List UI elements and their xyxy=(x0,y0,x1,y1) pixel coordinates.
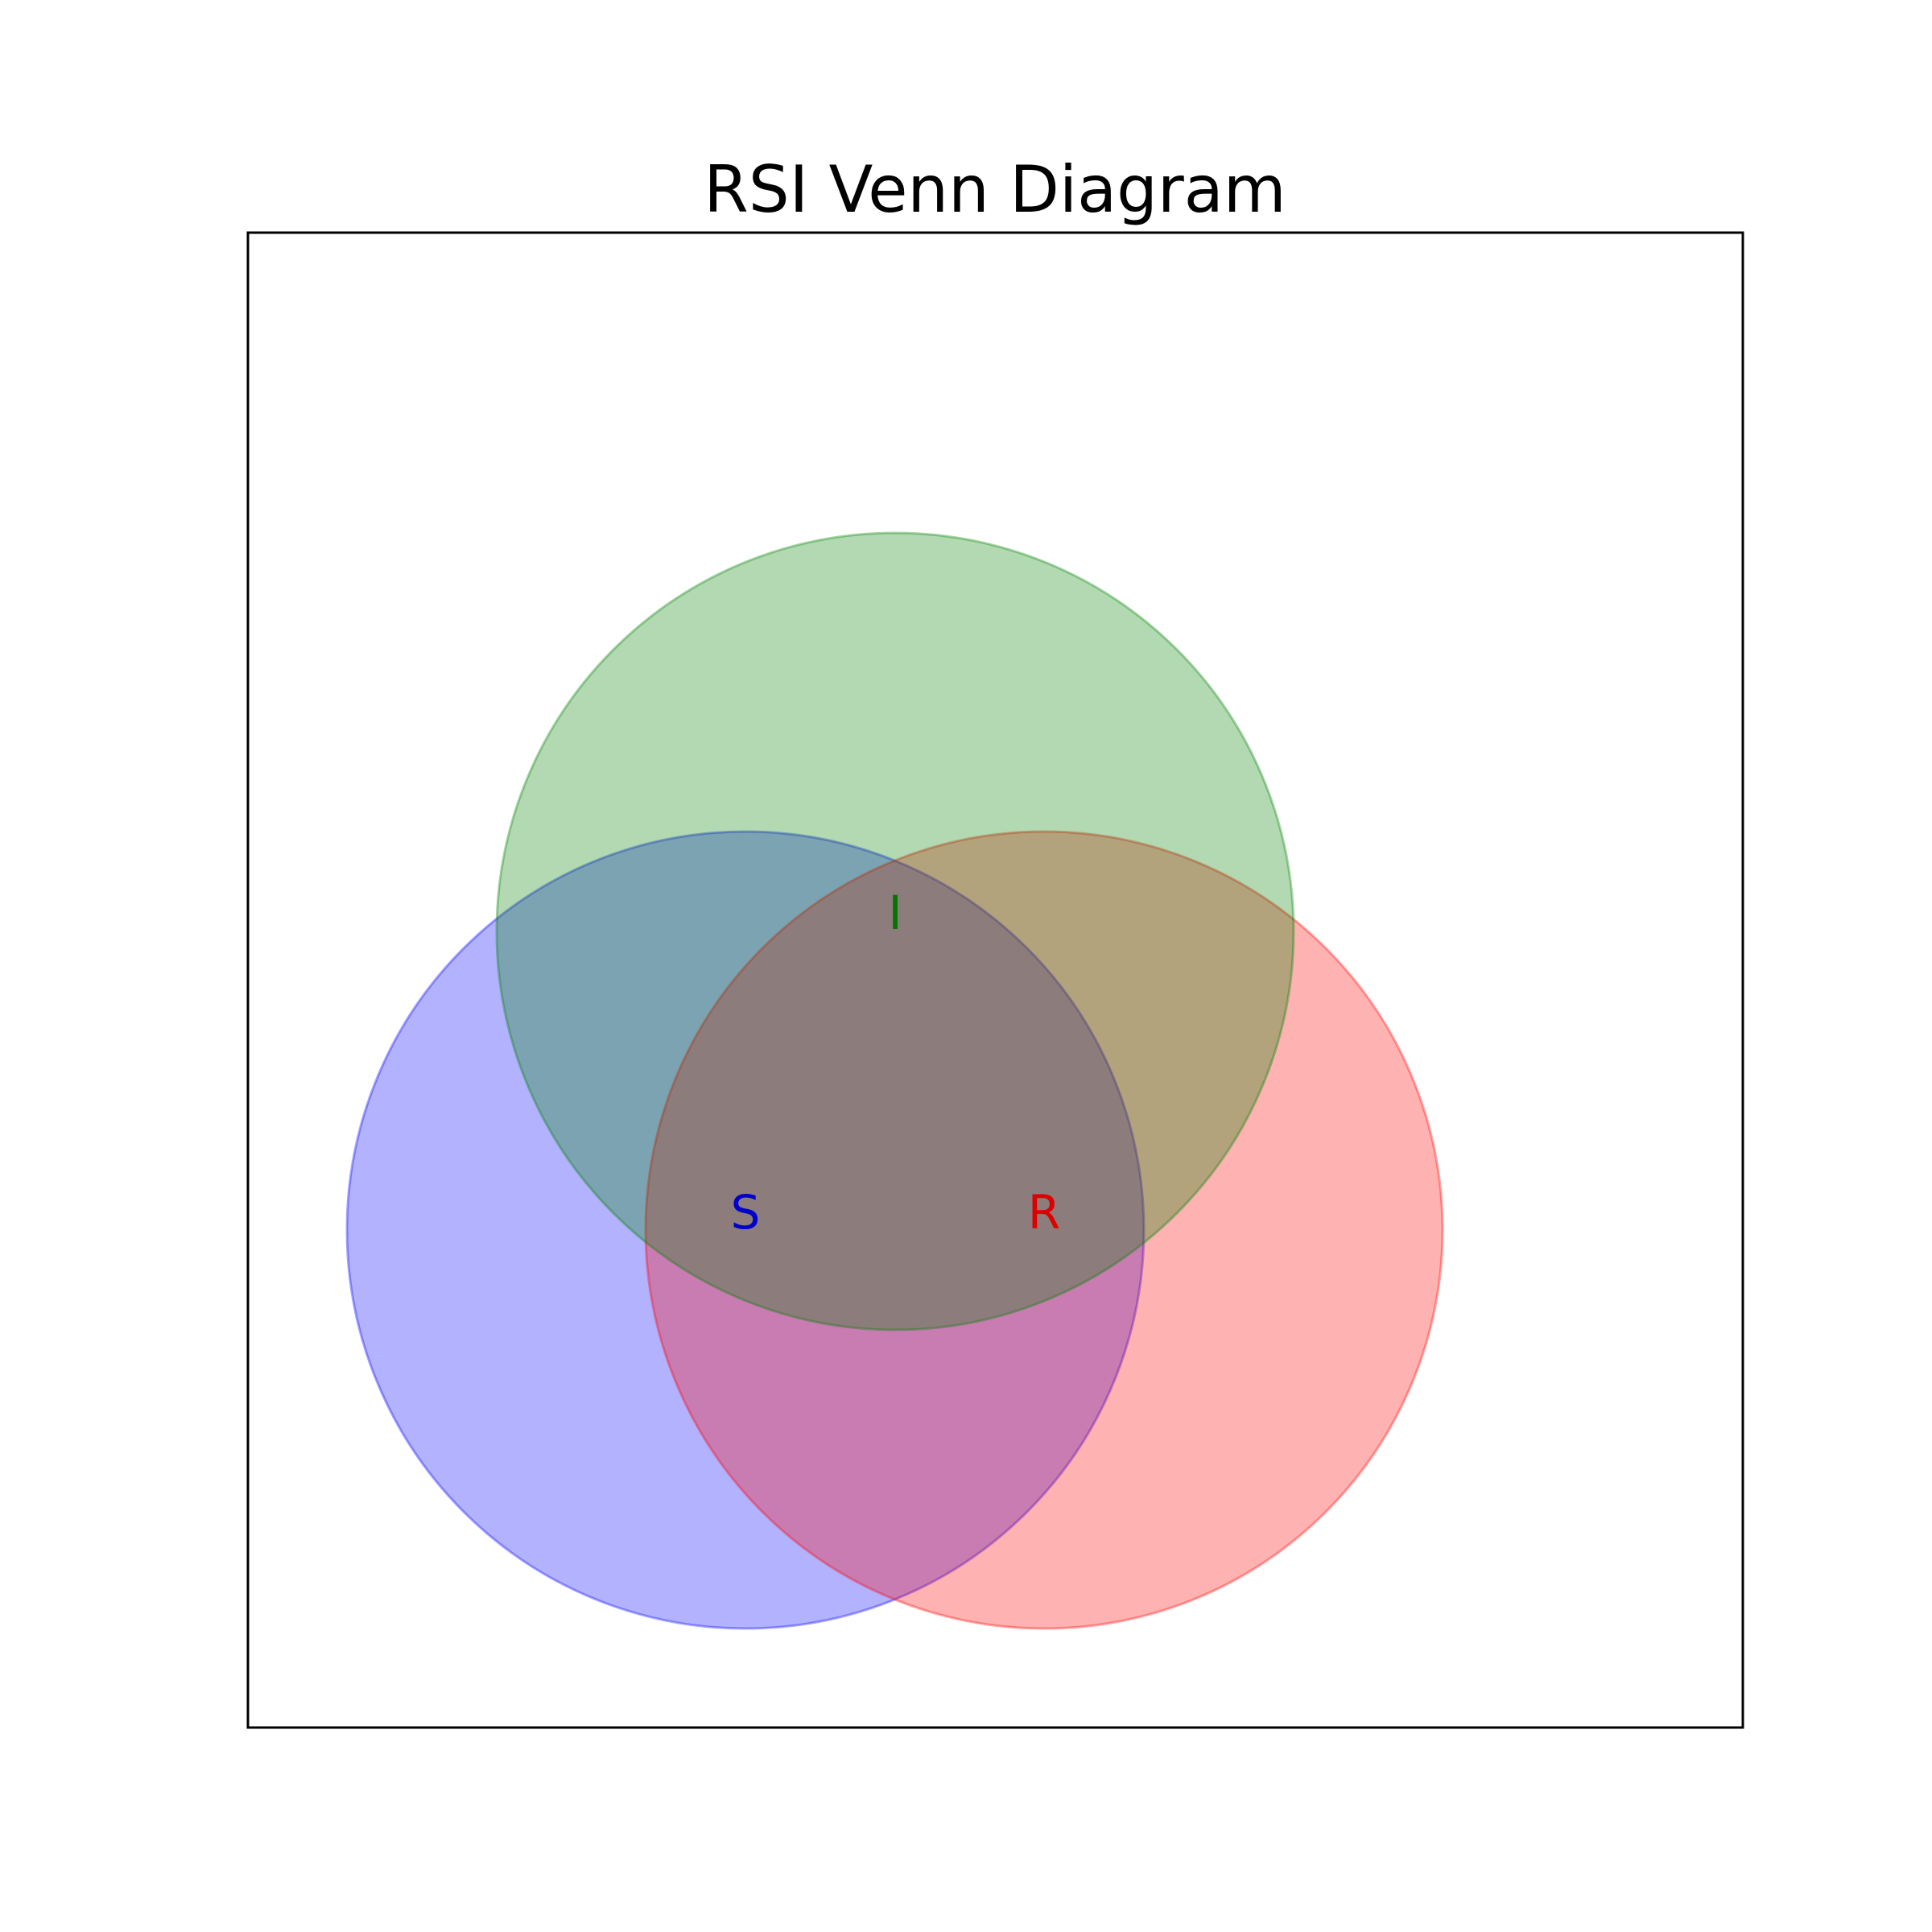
set-s-circle xyxy=(345,830,1146,1630)
set-i-circle xyxy=(495,531,1295,1331)
diagram-title: RSI Venn Diagram xyxy=(704,152,1286,227)
set-r-circle xyxy=(644,830,1444,1630)
set-i-label: I xyxy=(888,886,902,940)
set-r-label: R xyxy=(1028,1185,1060,1240)
set-s-label: S xyxy=(731,1185,761,1240)
axes-frame xyxy=(246,231,1744,1729)
